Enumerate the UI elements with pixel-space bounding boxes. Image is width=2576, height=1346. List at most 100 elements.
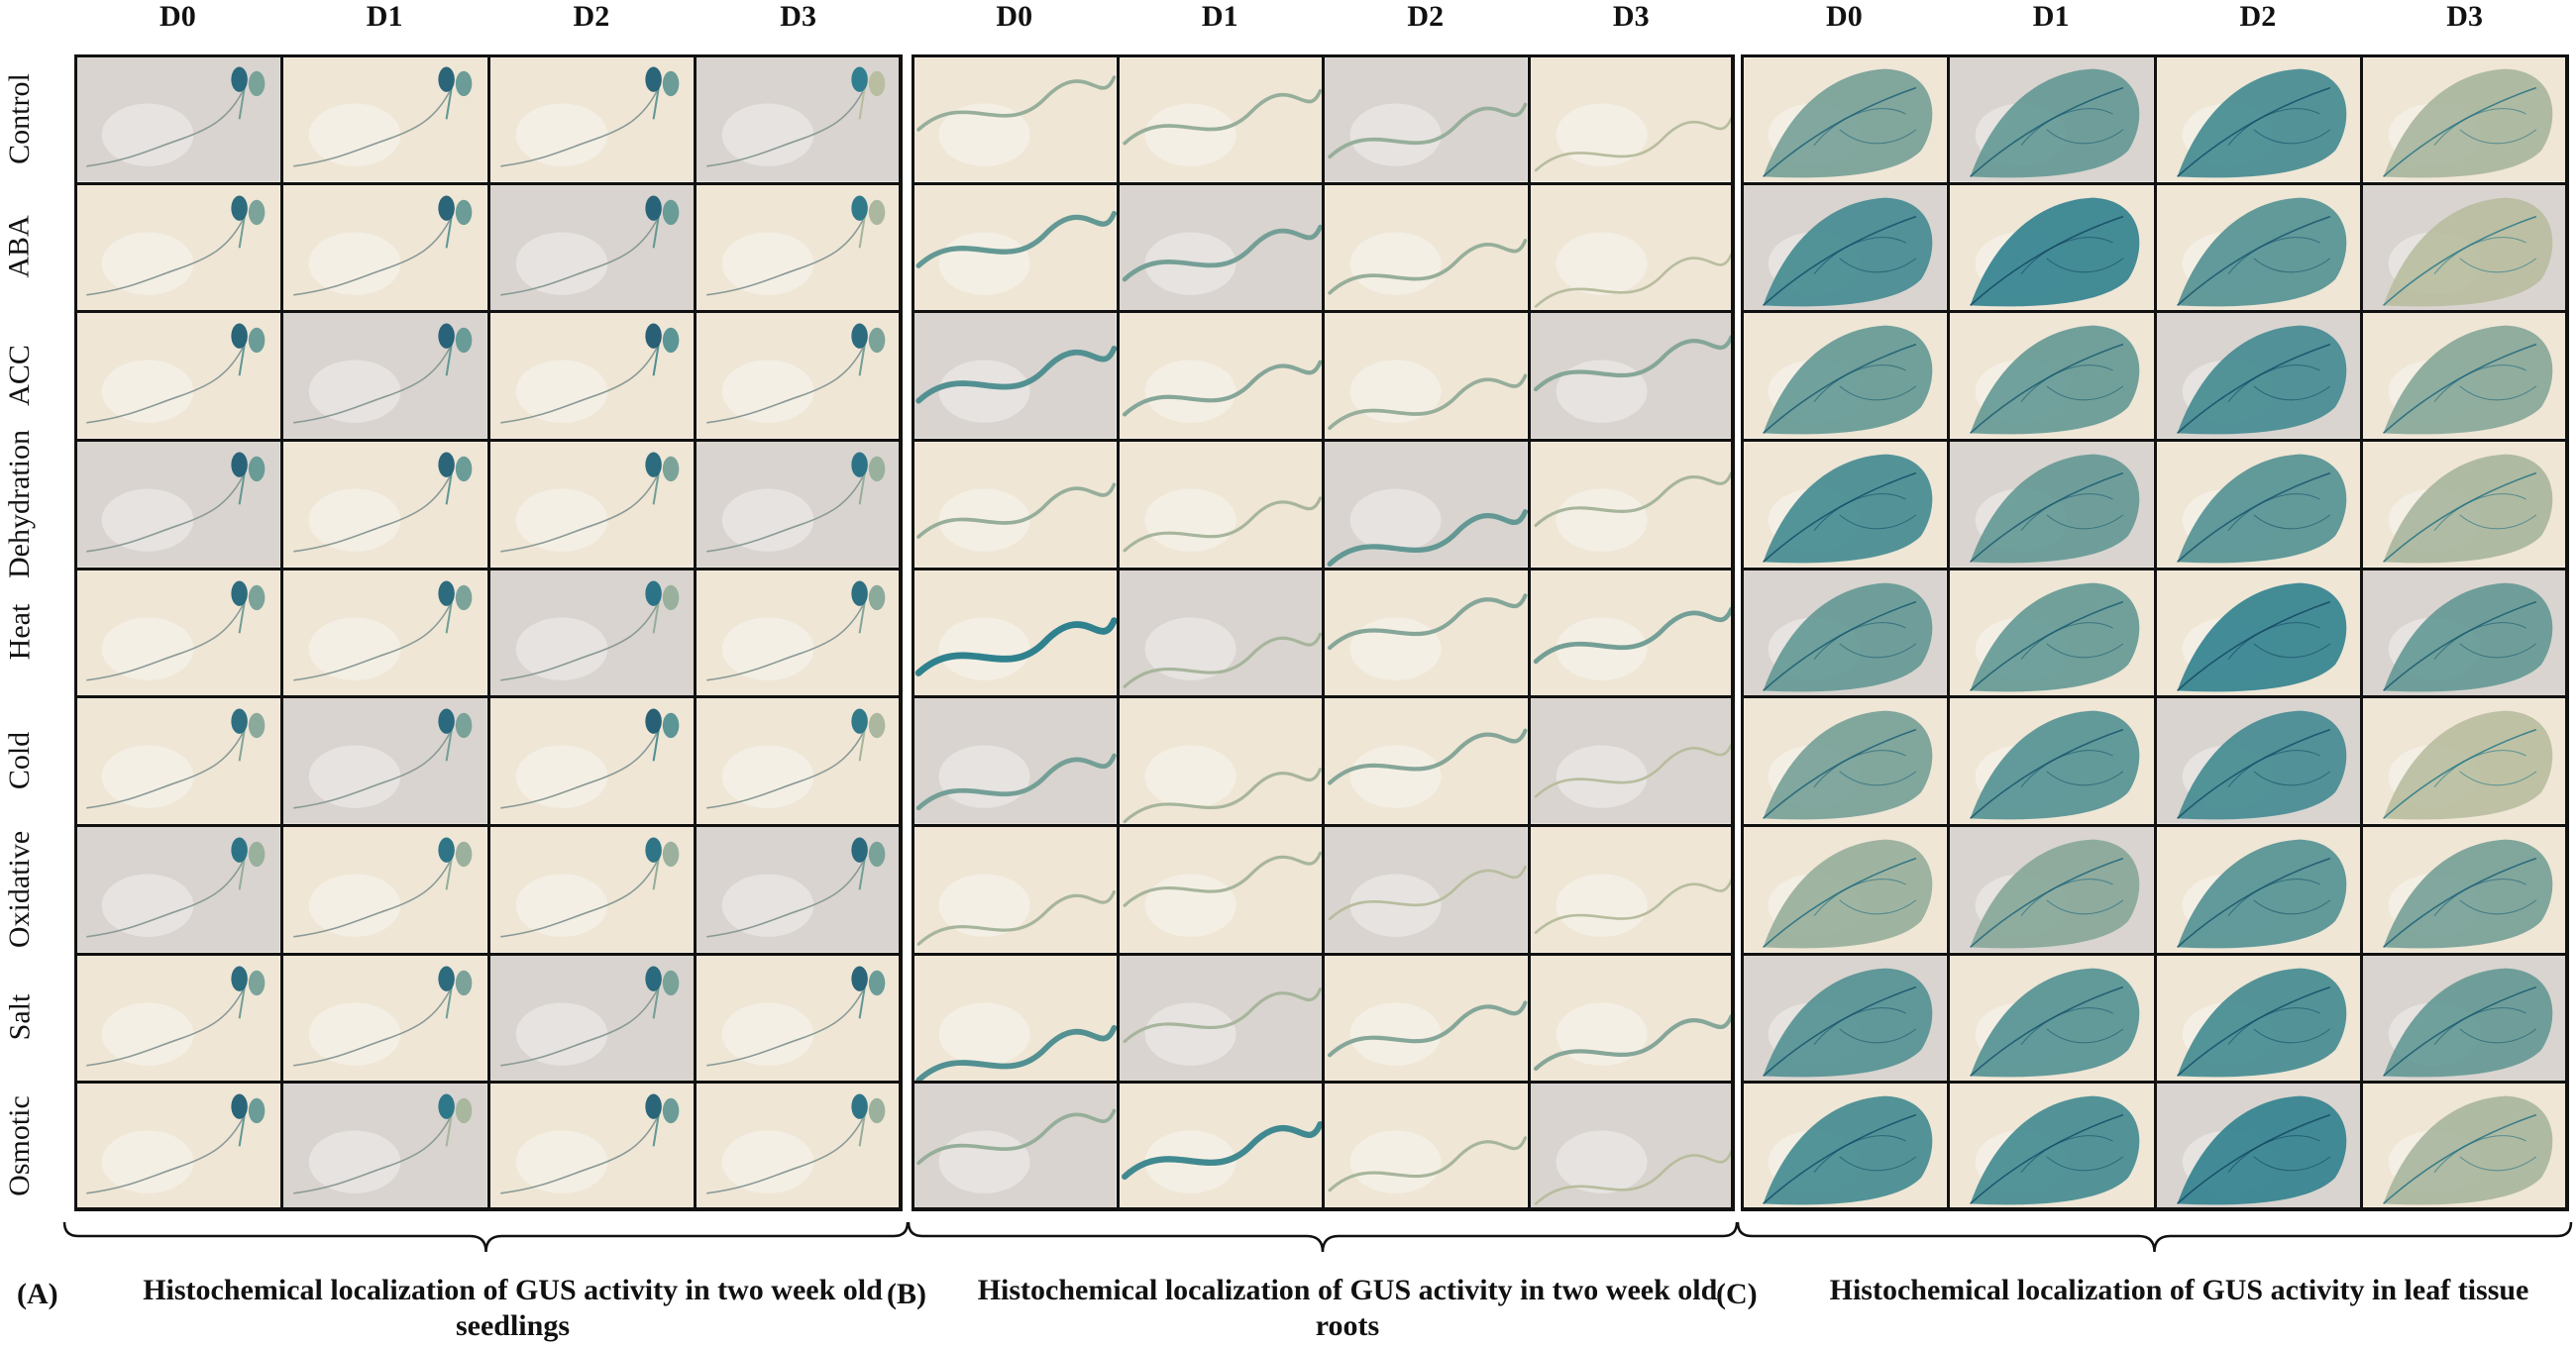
micrograph-leaf-control-d0 [1741, 54, 1949, 184]
row-label-text: Cold [3, 731, 37, 790]
micrograph-seedling-osmotic-d2 [487, 1082, 697, 1211]
column-label-d1: D1 [2032, 0, 2070, 33]
micrograph-root-salt-d3 [1528, 953, 1735, 1084]
column-label-d3: D3 [780, 0, 816, 33]
micrograph-root-aba-d2 [1323, 182, 1530, 313]
micrograph-leaf-aba-d2 [2154, 182, 2363, 313]
row-label-aba: ABA [0, 183, 40, 312]
micrograph-seedling-oxidative-d0 [74, 825, 282, 955]
micrograph-leaf-control-d2 [2154, 54, 2363, 184]
micrograph-root-oxidative-d0 [912, 825, 1119, 955]
column-label-d2: D2 [1407, 0, 1445, 33]
micrograph-root-oxidative-d1 [1117, 825, 1324, 955]
micrograph-leaf-cold-d3 [2361, 696, 2569, 826]
micrograph-seedling-aba-d2 [487, 182, 697, 313]
micrograph-leaf-aba-d1 [1947, 182, 2156, 313]
micrograph-seedling-acc-d0 [74, 311, 282, 441]
micrograph-leaf-oxidative-d2 [2154, 825, 2363, 955]
micrograph-leaf-heat-d0 [1741, 568, 1949, 698]
micrograph-seedling-dehydration-d0 [74, 440, 282, 569]
row-label-text: Heat [3, 604, 37, 661]
micrograph-leaf-acc-d1 [1947, 311, 2156, 441]
panel-c-brace [1736, 1220, 2573, 1256]
panel-a-caption: Histochemical localization of GUS activi… [143, 1274, 883, 1342]
micrograph-leaf-osmotic-d3 [2361, 1082, 2569, 1211]
micrograph-root-oxidative-d2 [1323, 825, 1530, 955]
micrograph-root-cold-d3 [1528, 696, 1735, 826]
column-label-d2: D2 [573, 0, 610, 33]
micrograph-root-aba-d1 [1117, 182, 1324, 313]
micrograph-seedling-dehydration-d2 [487, 440, 697, 569]
micrograph-root-salt-d2 [1323, 953, 1530, 1084]
micrograph-leaf-salt-d2 [2154, 953, 2363, 1084]
panel-c-letter: (C) [1716, 1278, 1758, 1310]
micrograph-root-heat-d1 [1117, 568, 1324, 698]
micrograph-root-heat-d3 [1528, 568, 1735, 698]
micrograph-leaf-salt-d1 [1947, 953, 2156, 1084]
micrograph-leaf-osmotic-d1 [1947, 1082, 2156, 1211]
micrograph-seedling-acc-d1 [280, 311, 489, 441]
column-label-d3: D3 [1612, 0, 1650, 33]
micrograph-root-osmotic-d0 [912, 1082, 1119, 1211]
column-label-d1: D1 [366, 0, 403, 33]
column-label-d0: D0 [996, 0, 1033, 33]
micrograph-root-control-d0 [912, 54, 1119, 184]
column-label-d0: D0 [160, 0, 196, 33]
micrograph-leaf-osmotic-d2 [2154, 1082, 2363, 1211]
micrograph-leaf-dehydration-d3 [2361, 440, 2569, 569]
row-label-text: Oxidative [3, 830, 36, 948]
micrograph-seedling-aba-d1 [280, 182, 489, 313]
micrograph-root-control-d1 [1117, 54, 1324, 184]
micrograph-leaf-aba-d0 [1741, 182, 1949, 313]
micrograph-root-acc-d0 [912, 311, 1119, 441]
micrograph-leaf-acc-d3 [2361, 311, 2569, 441]
micrograph-seedling-heat-d3 [695, 568, 903, 698]
micrograph-leaf-control-d3 [2361, 54, 2569, 184]
micrograph-root-control-d3 [1528, 54, 1735, 184]
micrograph-seedling-oxidative-d1 [280, 825, 489, 955]
micrograph-seedling-acc-d2 [487, 311, 697, 441]
micrograph-leaf-dehydration-d2 [2154, 440, 2363, 569]
row-label-text: Dehydration [3, 429, 36, 578]
micrograph-seedling-cold-d1 [280, 696, 489, 826]
row-label-text: ACC [3, 345, 36, 406]
row-label-heat: Heat [0, 569, 40, 697]
micrograph-seedling-heat-d1 [280, 568, 489, 698]
micrograph-seedling-oxidative-d3 [695, 825, 903, 955]
micrograph-seedling-osmotic-d0 [74, 1082, 282, 1211]
micrograph-leaf-oxidative-d3 [2361, 825, 2569, 955]
row-label-osmotic: Osmotic [0, 1082, 40, 1210]
micrograph-seedling-aba-d0 [74, 182, 282, 313]
micrograph-seedling-osmotic-d1 [280, 1082, 489, 1211]
micrograph-leaf-oxidative-d1 [1947, 825, 2156, 955]
micrograph-seedling-salt-d0 [74, 953, 282, 1084]
micrograph-seedling-heat-d0 [74, 568, 282, 698]
micrograph-root-osmotic-d3 [1528, 1082, 1735, 1211]
panel-b-brace [907, 1220, 1739, 1256]
micrograph-leaf-heat-d2 [2154, 568, 2363, 698]
micrograph-leaf-aba-d3 [2361, 182, 2569, 313]
column-label-d2: D2 [2239, 0, 2277, 33]
micrograph-seedling-oxidative-d2 [487, 825, 697, 955]
panel-b-caption: Histochemical localization of GUS activi… [977, 1274, 1718, 1342]
micrograph-root-aba-d3 [1528, 182, 1735, 313]
micrograph-seedling-salt-d1 [280, 953, 489, 1084]
micrograph-leaf-cold-d0 [1741, 696, 1949, 826]
row-label-text: Control [3, 72, 37, 164]
micrograph-seedling-acc-d3 [695, 311, 903, 441]
micrograph-root-acc-d2 [1323, 311, 1530, 441]
micrograph-seedling-osmotic-d3 [695, 1082, 903, 1211]
row-label-dehydration: Dehydration [0, 430, 40, 578]
panel-a-brace [62, 1220, 910, 1256]
column-label-d3: D3 [2446, 0, 2483, 33]
micrograph-seedling-control-d1 [280, 54, 489, 184]
micrograph-root-dehydration-d0 [912, 440, 1119, 569]
micrograph-root-cold-d2 [1323, 696, 1530, 826]
row-label-salt: Salt [0, 954, 40, 1083]
micrograph-seedling-salt-d3 [695, 953, 903, 1084]
panel-c-caption: Histochemical localization of GUS activi… [1829, 1274, 2529, 1306]
micrograph-leaf-dehydration-d0 [1741, 440, 1949, 569]
panel-b-letter: (B) [887, 1278, 926, 1310]
micrograph-root-salt-d1 [1117, 953, 1324, 1084]
